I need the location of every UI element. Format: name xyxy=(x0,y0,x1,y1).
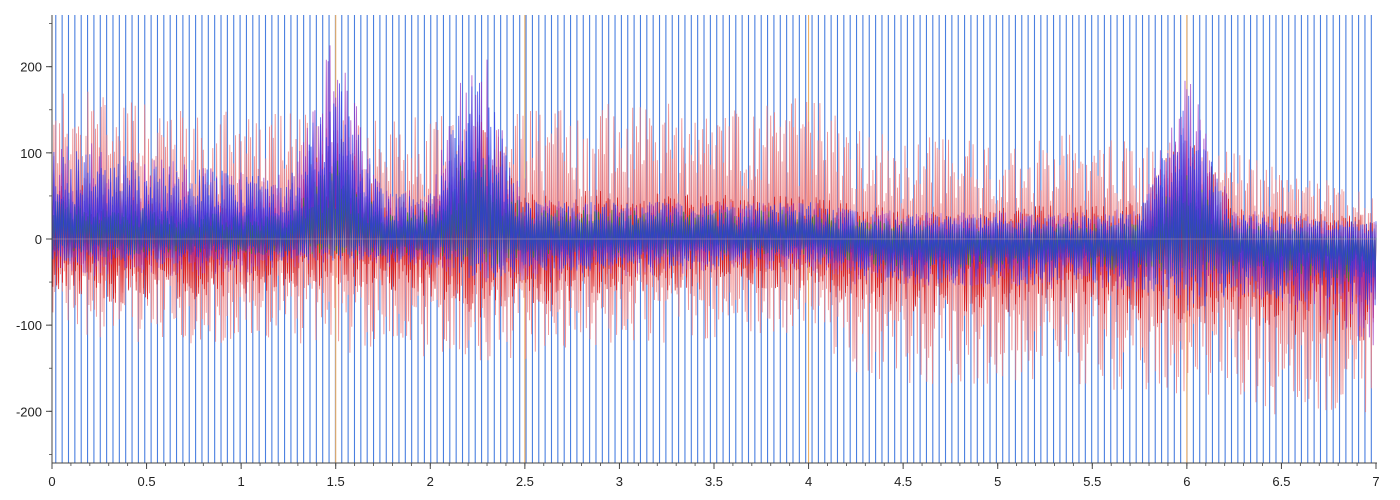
x-tick-label: 2.5 xyxy=(516,474,534,489)
x-tick-label: 3.5 xyxy=(705,474,723,489)
x-tick-label: 5.5 xyxy=(1083,474,1101,489)
x-tick-label: 4 xyxy=(805,474,812,489)
y-tick-label: 0 xyxy=(35,232,42,247)
y-tick-label: -200 xyxy=(16,404,42,419)
x-tick-label: 1.5 xyxy=(327,474,345,489)
x-tick-label: 4.5 xyxy=(894,474,912,489)
x-tick-label: 6.5 xyxy=(1272,474,1290,489)
x-tick-label: 6 xyxy=(1183,474,1190,489)
x-tick-label: 0.5 xyxy=(138,474,156,489)
axes: 0 0.5 1 1.5 2 2.5 3 3.5 4 4.5 5 5.5 6 6.5 7 200 100 0 -100… xyxy=(16,15,1380,489)
x-tick-label: 2 xyxy=(427,474,434,489)
x-tick-label: 3 xyxy=(616,474,623,489)
x-tick-label: 7 xyxy=(1372,474,1379,489)
series-trace-5 xyxy=(51,82,1377,311)
x-tick-label: 1 xyxy=(238,474,245,489)
y-tick-label: 100 xyxy=(20,146,42,161)
y-tick-label: -100 xyxy=(16,318,42,333)
y-tick-label: 200 xyxy=(20,60,42,75)
x-tick-label: 0 xyxy=(48,474,55,489)
x-tick-label: 5 xyxy=(994,474,1001,489)
signal-traces xyxy=(51,45,1377,415)
